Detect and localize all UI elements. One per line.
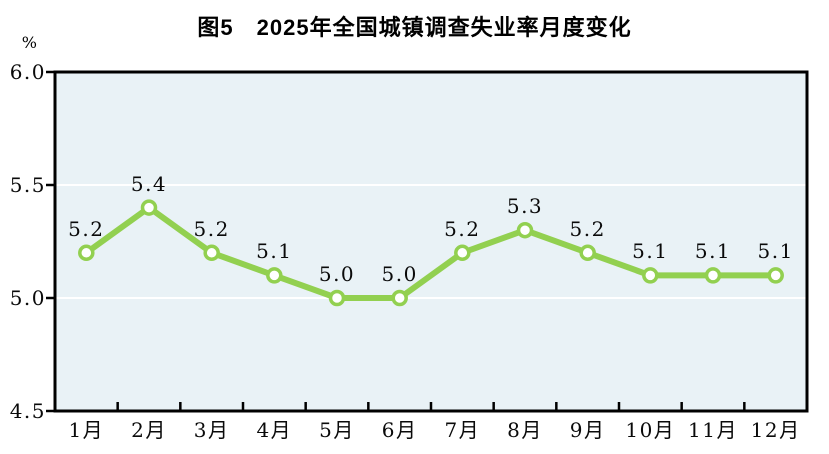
- data-point-marker: [454, 244, 471, 262]
- x-axis-tick-label: 12月: [750, 418, 801, 442]
- data-point-marker: [642, 267, 659, 284]
- y-axis-tick-label: 5.0: [9, 286, 46, 310]
- data-point-marker: [266, 267, 283, 284]
- data-point-marker: [140, 199, 158, 216]
- data-point-label: 5.1: [694, 239, 732, 264]
- data-point-marker: [78, 244, 95, 262]
- plot-area: [55, 72, 807, 411]
- data-point-label: 5.1: [256, 239, 293, 264]
- data-point-label: 5.0: [318, 262, 356, 286]
- data-point-label: 5.2: [444, 216, 481, 241]
- x-axis-tick-label: 11月: [688, 418, 738, 442]
- data-point-marker: [767, 267, 784, 284]
- y-axis-tick-label: 4.5: [9, 399, 46, 423]
- data-point-marker: [579, 244, 596, 262]
- x-axis-tick-label: 7月: [444, 418, 481, 442]
- y-axis-unit-label: %: [21, 33, 38, 52]
- data-point-label: 5.0: [381, 262, 418, 286]
- x-axis-tick-label: 8月: [507, 418, 543, 442]
- data-point-label: 5.1: [757, 239, 794, 264]
- data-point-marker: [516, 221, 534, 239]
- data-point-label: 5.4: [130, 171, 168, 196]
- data-point-marker: [391, 289, 408, 307]
- data-point-label: 5.2: [569, 216, 606, 241]
- x-axis-tick-label: 5月: [319, 418, 355, 442]
- plot-border: [53, 70, 809, 413]
- data-point-marker: [704, 267, 722, 284]
- data-point-marker: [328, 289, 346, 307]
- x-axis-tick-label: 2月: [131, 418, 167, 442]
- series-line: [83, 204, 779, 301]
- data-point-label: 5.3: [506, 194, 544, 219]
- chart-title: 图5 2025年全国城镇调查失业率月度变化: [197, 15, 632, 40]
- x-axis-tick-label: 10月: [625, 418, 676, 442]
- data-point-label: 5.2: [68, 216, 105, 241]
- x-axis-tick-label: 9月: [569, 418, 606, 442]
- x-axis-tick-label: 6月: [381, 418, 418, 442]
- x-axis-tick-label: 3月: [193, 418, 230, 442]
- data-point-label: 5.1: [632, 239, 669, 264]
- x-axis-tick-label: 1月: [68, 418, 105, 442]
- x-axis-tick-label: 4月: [256, 418, 293, 442]
- y-axis-tick-label: 5.5: [9, 173, 46, 197]
- data-point-label: 5.2: [193, 216, 230, 241]
- y-axis-tick-label: 6.0: [9, 60, 46, 84]
- data-point-marker: [203, 244, 220, 262]
